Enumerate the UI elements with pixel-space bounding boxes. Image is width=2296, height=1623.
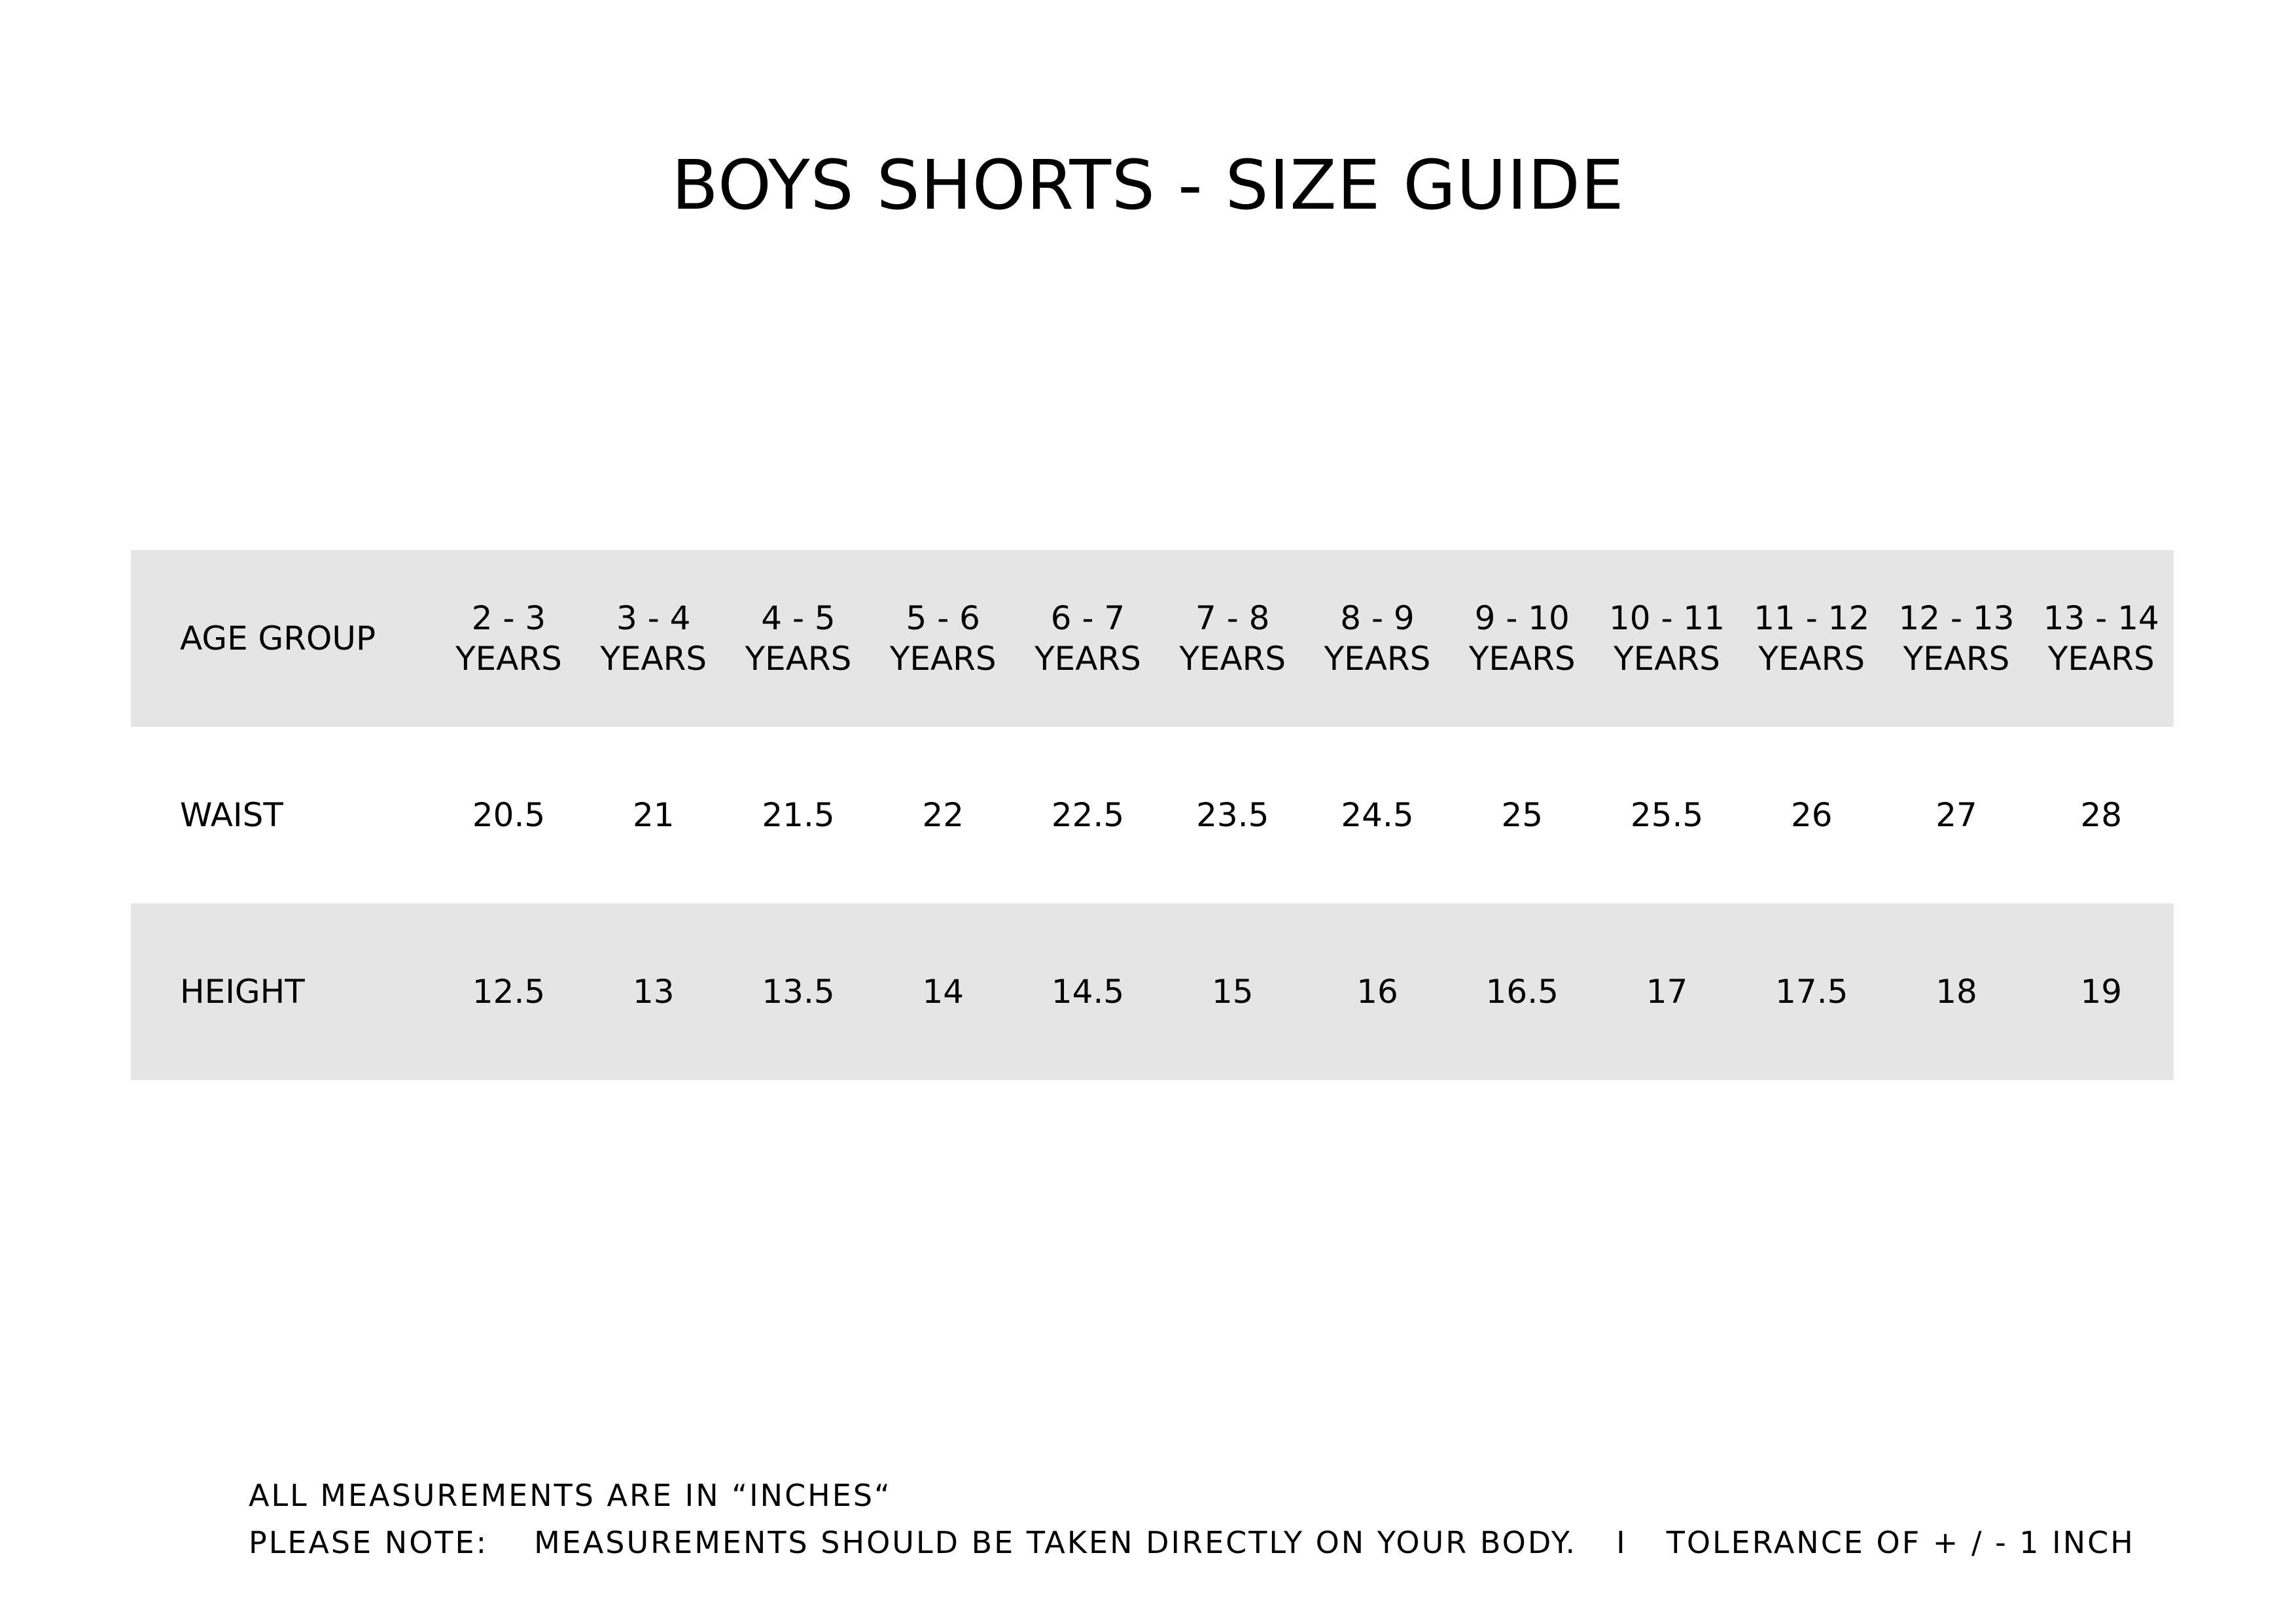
height-label: HEIGHT (180, 973, 305, 1011)
please-note-text: MEASUREMENTS SHOULD BE TAKEN DIRECTLY ON… (534, 1525, 1578, 1560)
waist-value: 27 (1935, 796, 1977, 834)
height-value: 16.5 (1485, 973, 1559, 1011)
tolerance-note: TOLERANCE OF + / - 1 INCH (1666, 1525, 2135, 1560)
age-range: 7 - 8 (1195, 599, 1270, 637)
height-value: 17 (1646, 973, 1688, 1011)
height-value: 15 (1211, 973, 1254, 1011)
please-note-line: PLEASE NOTE: MEASUREMENTS SHOULD BE TAKEN… (249, 1519, 2135, 1566)
age-unit: YEARS (1179, 640, 1286, 678)
age-column-header: 3 - 4 YEARS (581, 550, 726, 727)
waist-value: 25.5 (1630, 796, 1704, 834)
height-value: 17.5 (1775, 973, 1848, 1011)
age-unit: YEARS (600, 640, 707, 678)
waist-value: 21 (632, 796, 675, 834)
measurement-notes: ALL MEASUREMENTS ARE IN “INCHES“ PLEASE … (249, 1472, 2135, 1566)
size-guide-table: AGE GROUP 2 - 3 YEARS 3 - 4 YEARS 4 - 5 YEA… (131, 550, 2174, 1080)
height-value: 18 (1935, 973, 1977, 1011)
waist-value: 23.5 (1196, 796, 1269, 834)
age-group-header-row: AGE GROUP 2 - 3 YEARS 3 - 4 YEARS 4 - 5 YEA… (131, 550, 2174, 727)
waist-value: 22.5 (1051, 796, 1125, 834)
age-unit: YEARS (1903, 640, 2010, 678)
age-range: 2 - 3 (471, 599, 546, 637)
age-range: 12 - 13 (1898, 599, 2015, 637)
age-range: 5 - 6 (906, 599, 980, 637)
age-range: 4 - 5 (761, 599, 836, 637)
age-range: 3 - 4 (616, 599, 691, 637)
waist-value: 20.5 (472, 796, 546, 834)
height-value: 14.5 (1051, 973, 1125, 1011)
age-range: 11 - 12 (1754, 599, 1870, 637)
waist-value: 28 (2080, 796, 2123, 834)
age-column-header: 4 - 5 YEARS (726, 550, 870, 727)
age-unit: YEARS (889, 640, 997, 678)
age-column-header: 8 - 9 YEARS (1305, 550, 1449, 727)
height-value: 16 (1356, 973, 1398, 1011)
age-unit: YEARS (455, 640, 562, 678)
note-separator: I (1616, 1525, 1627, 1560)
age-column-header: 5 - 6 YEARS (871, 550, 1016, 727)
age-column-header: 11 - 12 YEARS (1739, 550, 1884, 727)
height-value: 13 (632, 973, 675, 1011)
age-range: 9 - 10 (1474, 599, 1570, 637)
age-column-header: 2 - 3 YEARS (436, 550, 581, 727)
height-value: 13.5 (762, 973, 835, 1011)
waist-value: 25 (1501, 796, 1544, 834)
age-group-label: AGE GROUP (180, 620, 376, 657)
page-title: BOYS SHORTS - SIZE GUIDE (671, 145, 1625, 225)
age-unit: YEARS (2047, 640, 2155, 678)
age-column-header: 9 - 10 YEARS (1450, 550, 1595, 727)
age-unit: YEARS (1758, 640, 1865, 678)
height-value: 12.5 (472, 973, 546, 1011)
age-range: 8 - 9 (1340, 599, 1415, 637)
age-unit: YEARS (745, 640, 852, 678)
waist-value: 24.5 (1341, 796, 1414, 834)
age-column-header: 10 - 11 YEARS (1595, 550, 1739, 727)
waist-value: 21.5 (762, 796, 835, 834)
age-range: 6 - 7 (1050, 599, 1125, 637)
waist-value: 22 (922, 796, 964, 834)
age-column-header: 7 - 8 YEARS (1160, 550, 1305, 727)
age-column-header: 13 - 14 YEARS (2029, 550, 2174, 727)
age-unit: YEARS (1614, 640, 1720, 678)
waist-value: 26 (1790, 796, 1833, 834)
age-range: 13 - 14 (2043, 599, 2159, 637)
age-unit: YEARS (1324, 640, 1431, 678)
age-unit: YEARS (1034, 640, 1141, 678)
please-note-label: PLEASE NOTE: (249, 1525, 489, 1560)
height-value: 14 (922, 973, 964, 1011)
height-value: 19 (2080, 973, 2123, 1011)
age-column-header: 6 - 7 YEARS (1016, 550, 1160, 727)
waist-label: WAIST (180, 796, 283, 834)
age-column-header: 12 - 13 YEARS (1884, 550, 2028, 727)
height-row: HEIGHT 12.5 13 13.5 14 14.5 15 16 16.5 1… (131, 903, 2174, 1080)
units-note: ALL MEASUREMENTS ARE IN “INCHES“ (249, 1478, 892, 1513)
waist-row: WAIST 20.5 21 21.5 22 22.5 23.5 24.5 25 … (131, 727, 2174, 903)
age-range: 10 - 11 (1608, 599, 1725, 637)
age-unit: YEARS (1468, 640, 1576, 678)
